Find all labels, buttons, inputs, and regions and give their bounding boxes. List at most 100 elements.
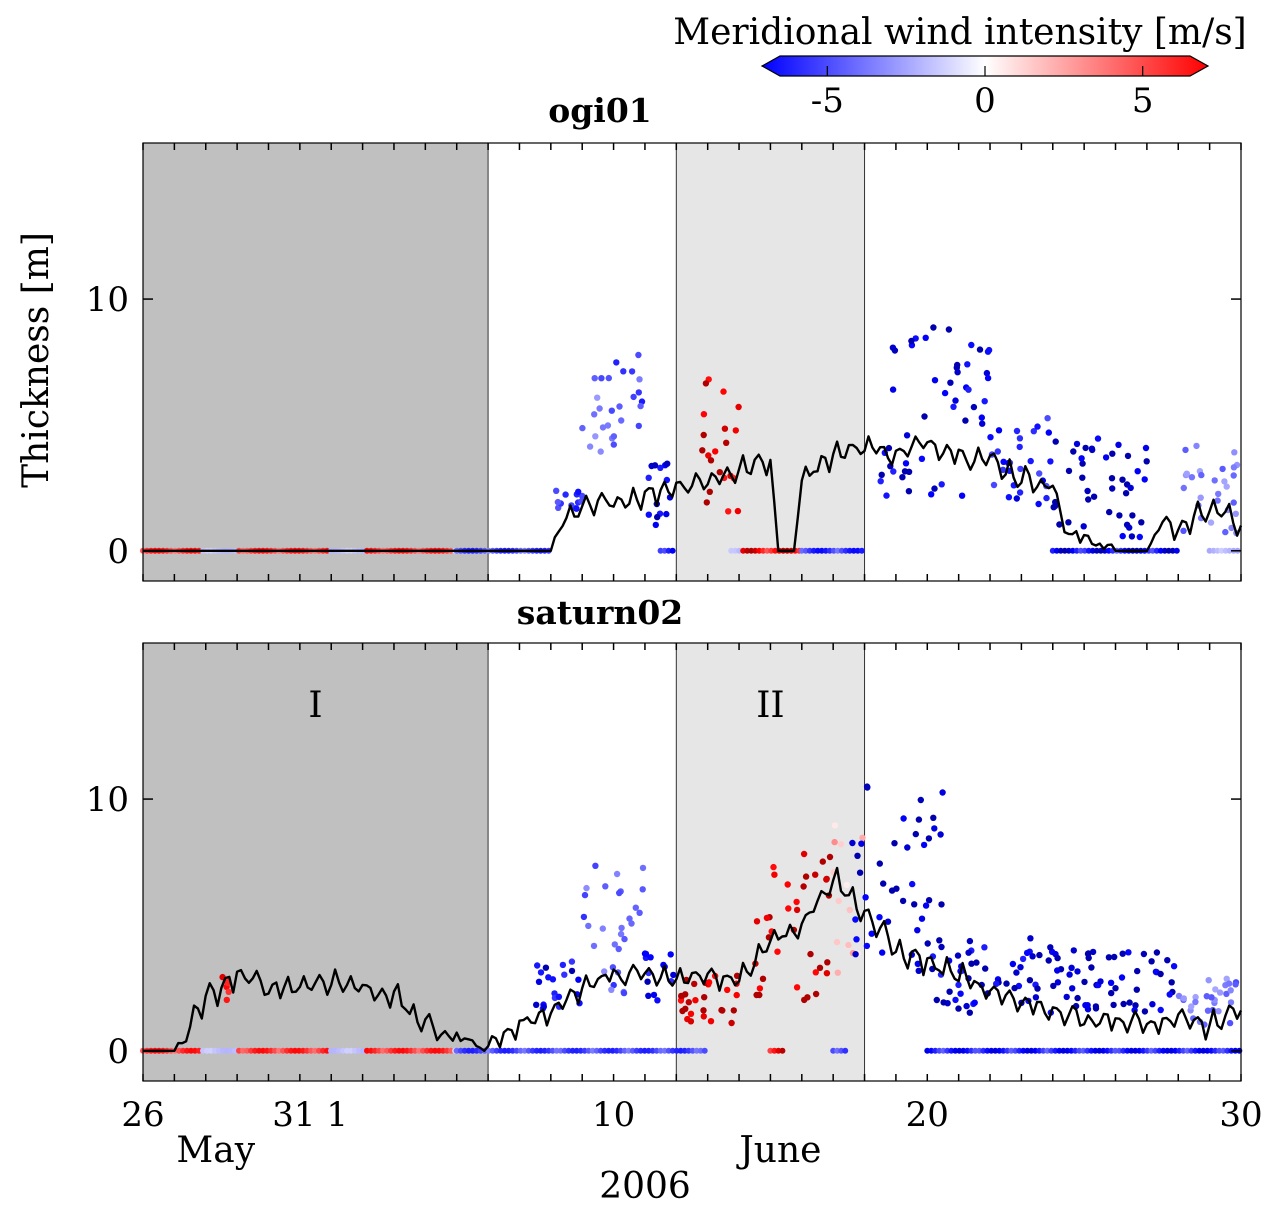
scatter-point bbox=[1138, 519, 1145, 526]
scatter-point bbox=[1226, 1019, 1234, 1027]
scatter-point bbox=[823, 876, 830, 883]
scatter-point bbox=[1080, 523, 1087, 530]
y-axis-label: Thickness [m] bbox=[16, 232, 57, 488]
scatter-point bbox=[924, 940, 931, 947]
scatter-point bbox=[639, 864, 647, 872]
scatter-point bbox=[954, 361, 961, 369]
scatter-point bbox=[1013, 495, 1020, 502]
scatter-point bbox=[759, 975, 767, 982]
scatter-point bbox=[1133, 986, 1141, 993]
scatter-point bbox=[1116, 512, 1123, 519]
scatter-point bbox=[1180, 995, 1188, 1002]
plot-frame bbox=[142, 142, 1242, 582]
scatter-point bbox=[1070, 947, 1078, 954]
scatter-point bbox=[984, 348, 992, 355]
scatter-point bbox=[990, 481, 998, 489]
scatter-point bbox=[884, 918, 892, 925]
scatter-point bbox=[706, 488, 713, 495]
scatter-point bbox=[1142, 444, 1150, 452]
scatter-point bbox=[610, 441, 617, 448]
scatter-point bbox=[970, 403, 978, 411]
scatter-point bbox=[1123, 521, 1131, 528]
shaded-period bbox=[676, 643, 865, 1081]
scatter-point bbox=[608, 986, 615, 993]
scatter-point bbox=[784, 881, 791, 888]
scatter-point bbox=[958, 492, 966, 499]
scatter-point bbox=[918, 915, 926, 922]
scatter-point bbox=[1016, 435, 1024, 442]
scatter-point bbox=[753, 991, 760, 999]
scatter-point bbox=[1084, 487, 1091, 495]
scatter-point bbox=[1198, 471, 1205, 479]
scatter-point bbox=[936, 937, 943, 944]
scatter-point bbox=[540, 1003, 547, 1010]
scatter-point bbox=[702, 380, 710, 387]
scatter-point bbox=[945, 326, 953, 333]
colorbar-tick-label: 5 bbox=[1132, 81, 1154, 121]
scatter-point bbox=[1054, 954, 1061, 962]
scatter-point bbox=[1153, 949, 1161, 956]
scatter-point bbox=[575, 488, 582, 495]
scatter-point bbox=[728, 1019, 735, 1027]
scatter-point bbox=[1066, 971, 1073, 978]
scatter-point bbox=[1118, 974, 1126, 981]
scatter-point bbox=[598, 375, 605, 382]
period-label: I bbox=[308, 685, 322, 726]
thickness-line bbox=[143, 866, 1243, 1052]
scatter-point bbox=[931, 825, 938, 832]
scatter-point bbox=[941, 389, 949, 397]
scatter-point bbox=[1047, 458, 1054, 465]
scatter-point bbox=[1136, 533, 1144, 541]
scatter-point bbox=[630, 393, 637, 401]
scatter-point bbox=[930, 324, 937, 331]
scatter-point bbox=[900, 815, 907, 822]
colorbar-label: Meridional wind intensity [m/s] bbox=[673, 12, 1246, 53]
scatter-point bbox=[1092, 1005, 1100, 1012]
y-tick-label: 10 bbox=[86, 280, 129, 320]
scatter-point bbox=[957, 990, 964, 997]
scatter-point bbox=[994, 448, 1001, 455]
scatter-point bbox=[955, 981, 962, 989]
scatter-point bbox=[880, 880, 887, 887]
scatter-point bbox=[1112, 985, 1119, 992]
scatter-point bbox=[725, 508, 732, 515]
scatter-point bbox=[859, 834, 866, 841]
scatter-point bbox=[1036, 470, 1043, 477]
panel-ogi01: ogi01 0 10 bbox=[86, 91, 1243, 582]
scatter-point bbox=[878, 471, 885, 478]
scatter-point bbox=[993, 980, 1000, 987]
scatter-point bbox=[734, 507, 742, 515]
scatter-point bbox=[793, 984, 801, 991]
scatter-point bbox=[667, 951, 674, 958]
scatter-point bbox=[952, 996, 959, 1004]
scatter-point bbox=[983, 369, 991, 377]
scatter-point bbox=[562, 491, 569, 498]
scatter-point bbox=[1026, 977, 1034, 984]
scatter-point bbox=[724, 986, 731, 994]
scatter-point bbox=[978, 414, 985, 421]
scatter-point bbox=[554, 498, 562, 506]
scatter-point bbox=[1090, 493, 1098, 500]
scatter-point bbox=[1047, 944, 1054, 951]
scatter-point bbox=[1069, 985, 1076, 992]
colorbar-tick-label: 0 bbox=[974, 81, 996, 121]
scatter-point bbox=[1082, 444, 1089, 452]
shaded-period bbox=[143, 143, 489, 581]
scatter-point bbox=[1009, 960, 1017, 968]
scatter-point bbox=[1013, 969, 1020, 976]
scatter-point bbox=[1180, 484, 1188, 492]
scatter-point bbox=[1143, 458, 1150, 465]
scatter-point bbox=[670, 971, 677, 979]
scatter-point bbox=[1003, 980, 1010, 987]
scatter-point bbox=[911, 901, 918, 908]
scatter-point bbox=[909, 880, 916, 888]
scatter-point bbox=[837, 841, 845, 848]
scatter-point bbox=[1193, 442, 1200, 450]
period-label: II bbox=[756, 685, 784, 726]
scatter-point bbox=[922, 334, 929, 341]
scatter-point bbox=[928, 491, 935, 498]
scatter-point bbox=[1088, 964, 1095, 971]
scatter-point bbox=[687, 1010, 695, 1017]
scatter-point bbox=[1078, 455, 1085, 462]
